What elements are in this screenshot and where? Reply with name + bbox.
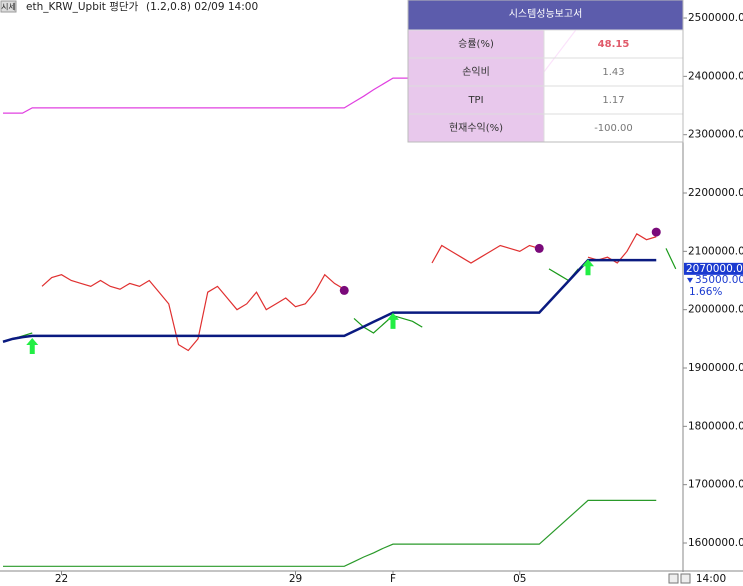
- report-value-cell: [543, 113, 684, 143]
- chart-subtitle: (1.2,0.8) 02/09 14:00: [146, 1, 258, 13]
- report-border: [407, 0, 684, 143]
- down-triangle: [687, 277, 693, 283]
- report-value-cell: [543, 57, 684, 87]
- y-tick-label: 2300000.0000: [688, 129, 743, 141]
- report-value: 1.43: [602, 67, 624, 78]
- chart-title: eth_KRW_Upbit 평단가: [26, 1, 139, 13]
- report-value: -100.00: [594, 123, 633, 134]
- y-tick-label: 2000000.0000: [688, 304, 743, 316]
- series-line: [2, 258, 657, 343]
- change-pct: 1.66%: [689, 286, 722, 298]
- y-tick-label: 2500000.0000: [688, 12, 743, 24]
- buy-signal: [26, 338, 39, 355]
- tool-icon[interactable]: [680, 573, 691, 584]
- sell-signal: [651, 227, 661, 237]
- x-tick-label: 22: [55, 573, 68, 585]
- price-tag-label: 2070000.0000: [686, 263, 743, 275]
- report-key-cell: [407, 29, 545, 59]
- sell-signal: [339, 285, 349, 295]
- last-time-label: 14:00: [696, 573, 726, 585]
- x-tick-label: F: [390, 573, 396, 585]
- y-tick-label: 1600000.0000: [688, 537, 743, 549]
- change-label: 35000.0000: [695, 274, 743, 286]
- y-tick-label: 2400000.0000: [688, 70, 743, 82]
- sell-signal: [534, 243, 544, 253]
- header-icon: 시세: [1, 3, 16, 12]
- y-tick-label: 1700000.0000: [688, 479, 743, 491]
- tool-icon[interactable]: [668, 573, 679, 584]
- report-key: 손익비: [462, 66, 490, 78]
- y-tick-label: 1900000.0000: [688, 362, 743, 374]
- report-title: 시스템성능보고서: [509, 8, 583, 20]
- price-tag-box: [684, 262, 743, 275]
- report-key-cell: [407, 113, 545, 143]
- report-key: 승률(%): [458, 38, 494, 50]
- y-tick-label: 2100000.0000: [688, 245, 743, 257]
- series-line: [3, 499, 657, 567]
- report-value: 1.17: [602, 95, 624, 106]
- buy-signal: [387, 312, 399, 329]
- header-icon-box: [0, 0, 17, 13]
- report-header: [408, 0, 683, 30]
- report-value: 48.15: [598, 39, 630, 50]
- report-key: 현재수익(%): [449, 122, 503, 134]
- x-tick-label: 05: [513, 573, 526, 585]
- report-key: TPI: [467, 95, 483, 106]
- x-tick-label: 29: [289, 573, 302, 585]
- buy-signal: [582, 259, 594, 276]
- y-tick-label: 2200000.0000: [688, 187, 743, 199]
- y-tick-label: 1800000.0000: [688, 420, 743, 432]
